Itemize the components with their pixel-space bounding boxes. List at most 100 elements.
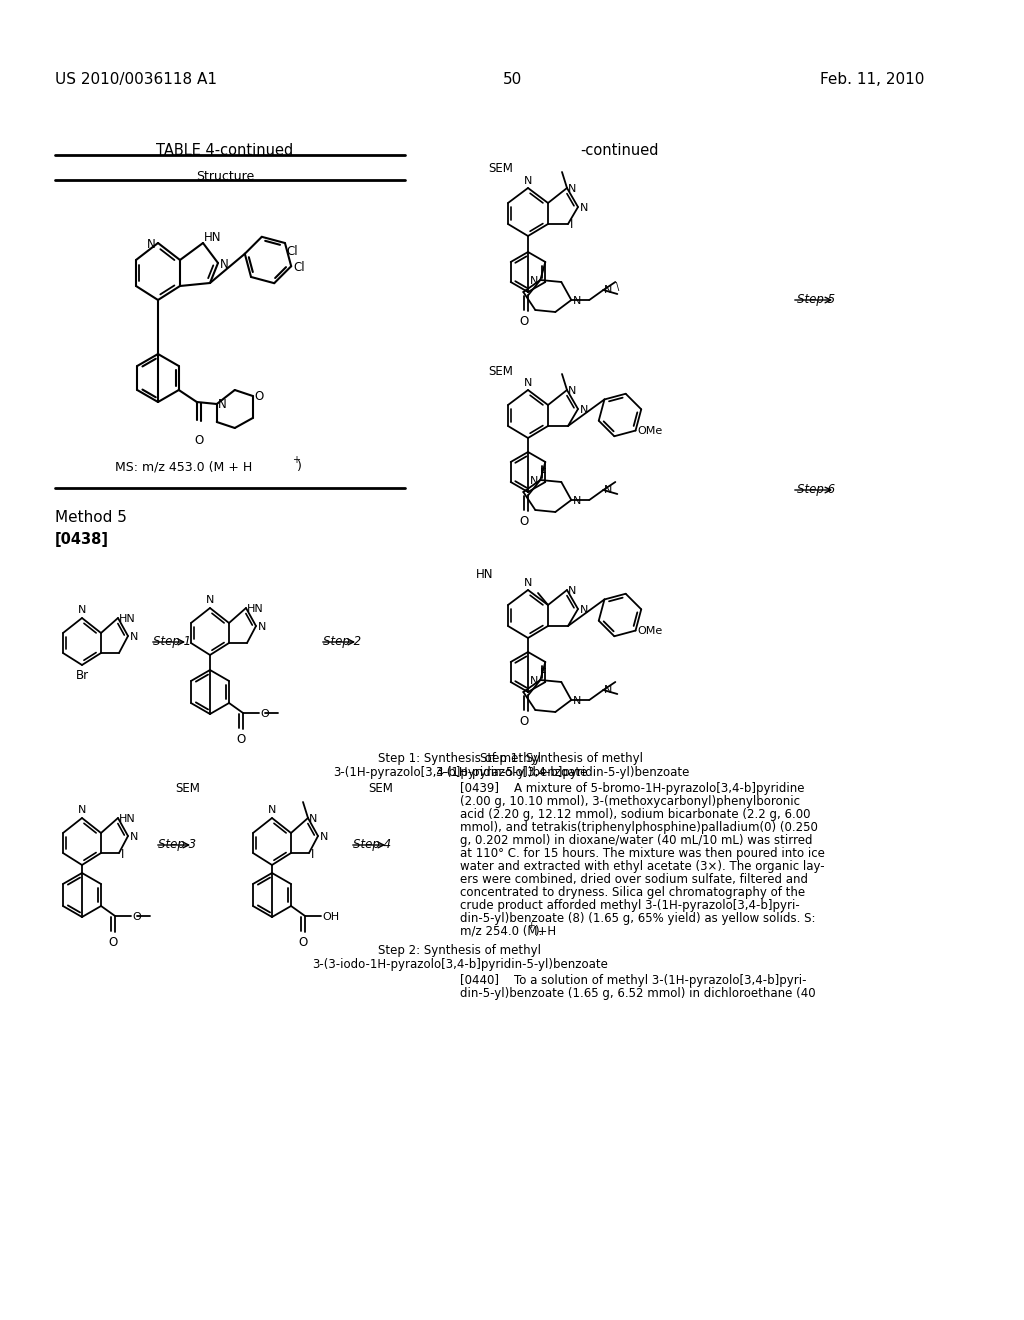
Text: m/z 254.0 (M+H: m/z 254.0 (M+H [460,925,556,939]
Text: O: O [298,936,307,949]
Text: O: O [520,315,529,327]
Text: N: N [147,239,156,252]
Text: N: N [78,805,86,814]
Text: N: N [524,176,532,186]
Text: acid (2.20 g, 12.12 mmol), sodium bicarbonate (2.2 g, 6.00: acid (2.20 g, 12.12 mmol), sodium bicarb… [460,808,811,821]
Text: -continued: -continued [580,143,658,158]
Text: Step 1: Synthesis of methyl: Step 1: Synthesis of methyl [379,752,542,766]
Text: N: N [218,399,226,412]
Text: Step 1: Step 1 [153,635,191,648]
Text: F: F [540,467,547,480]
Text: [0439]    A mixture of 5-bromo-1H-pyrazolo[3,4-b]pyridine: [0439] A mixture of 5-bromo-1H-pyrazolo[… [460,781,805,795]
Text: mmol), and tetrakis(triphenylphosphine)palladium(0) (0.250: mmol), and tetrakis(triphenylphosphine)p… [460,821,818,834]
Text: N: N [530,276,539,286]
Text: [0438]: [0438] [55,532,109,546]
Text: N: N [573,296,582,306]
Text: g, 0.202 mmol) in dioxane/water (40 mL/10 mL) was stirred: g, 0.202 mmol) in dioxane/water (40 mL/1… [460,834,812,847]
Text: N: N [309,814,317,824]
Text: +: + [527,921,535,931]
Text: N: N [268,805,276,814]
Text: 50: 50 [503,73,521,87]
Text: SEM: SEM [175,781,200,795]
Text: HN: HN [476,568,494,581]
Text: ers were combined, dried over sodium sulfate, filtered and: ers were combined, dried over sodium sul… [460,873,808,886]
Text: 3-(1H-pyrazolo[3,4-b]pyridin-5-yl)benzoate: 3-(1H-pyrazolo[3,4-b]pyridin-5-yl)benzoa… [333,766,587,779]
Text: HN: HN [119,614,136,624]
Text: SEM: SEM [488,366,513,378]
Text: Step 2: Synthesis of methyl: Step 2: Synthesis of methyl [379,944,542,957]
Text: O: O [260,709,269,719]
Text: O: O [520,715,529,729]
Text: Step 1: Synthesis of methyl: Step 1: Synthesis of methyl [480,752,643,766]
Text: N: N [130,832,138,842]
Text: N: N [573,696,582,706]
Text: O: O [255,391,264,404]
Text: din-5-yl)benzoate (1.65 g, 6.52 mmol) in dichloroethane (40: din-5-yl)benzoate (1.65 g, 6.52 mmol) in… [460,987,816,1001]
Text: 3-(3-iodo-1H-pyrazolo[3,4-b]pyridin-5-yl)benzoate: 3-(3-iodo-1H-pyrazolo[3,4-b]pyridin-5-yl… [312,958,608,972]
Text: O: O [520,515,529,528]
Text: +: + [292,455,300,465]
Text: N: N [568,586,577,597]
Text: O: O [132,912,141,921]
Text: N: N [580,605,589,615]
Text: US 2010/0036118 A1: US 2010/0036118 A1 [55,73,217,87]
Text: I: I [311,847,314,861]
Text: Br: Br [76,669,88,682]
Text: N: N [604,484,612,495]
Text: OMe: OMe [638,425,663,436]
Text: N: N [78,605,86,615]
Text: N: N [580,203,589,213]
Text: Step 4: Step 4 [353,838,391,851]
Text: Step 5: Step 5 [797,293,836,306]
Text: N: N [573,496,582,506]
Text: TABLE 4-continued: TABLE 4-continued [157,143,294,158]
Text: 3-(1H-pyrazolo[3,4-b]pyridin-5-yl)benzoate: 3-(1H-pyrazolo[3,4-b]pyridin-5-yl)benzoa… [435,766,689,779]
Text: N: N [568,385,577,396]
Text: N: N [206,595,214,605]
Text: Step 2: Step 2 [323,635,361,648]
Text: N: N [524,378,532,388]
Text: water and extracted with ethyl acetate (3×). The organic lay-: water and extracted with ethyl acetate (… [460,861,824,873]
Text: I: I [570,219,573,231]
Text: \: \ [616,282,623,292]
Text: N: N [258,622,266,632]
Text: MS: m/z 453.0 (M + H: MS: m/z 453.0 (M + H [115,459,252,473]
Text: OMe: OMe [638,626,663,635]
Text: N: N [530,477,539,486]
Text: ): ) [297,459,302,473]
Text: Cl: Cl [293,261,305,273]
Text: N: N [524,578,532,587]
Text: HN: HN [119,814,136,824]
Text: N: N [220,257,228,271]
Text: O: O [109,936,118,949]
Text: N: N [319,832,329,842]
Text: N: N [568,183,577,194]
Text: N: N [604,685,612,696]
Text: ).: ). [535,925,543,939]
Text: concentrated to dryness. Silica gel chromatography of the: concentrated to dryness. Silica gel chro… [460,886,805,899]
Text: Method 5: Method 5 [55,510,127,525]
Text: (2.00 g, 10.10 mmol), 3-(methoxycarbonyl)phenylboronic: (2.00 g, 10.10 mmol), 3-(methoxycarbonyl… [460,795,800,808]
Text: N: N [530,676,539,686]
Text: Structure: Structure [196,170,254,183]
Text: I: I [121,847,124,861]
Text: F: F [540,667,547,680]
Text: at 110° C. for 15 hours. The mixture was then poured into ice: at 110° C. for 15 hours. The mixture was… [460,847,825,861]
Text: N: N [130,632,138,642]
Text: SEM: SEM [368,781,393,795]
Text: N: N [580,405,589,414]
Text: N: N [604,285,612,294]
Text: crude product afforded methyl 3-(1H-pyrazolo[3,4-b]pyri-: crude product afforded methyl 3-(1H-pyra… [460,899,800,912]
Text: SEM: SEM [488,162,513,176]
Text: HN: HN [247,605,264,614]
Text: Feb. 11, 2010: Feb. 11, 2010 [820,73,925,87]
Text: HN: HN [204,231,221,244]
Text: din-5-yl)benzoate (8) (1.65 g, 65% yield) as yellow solids. S:: din-5-yl)benzoate (8) (1.65 g, 65% yield… [460,912,815,925]
Text: O: O [195,434,204,447]
Text: Step 6: Step 6 [797,483,836,496]
Text: Cl: Cl [286,246,298,257]
Text: O: O [237,733,246,746]
Text: [0440]    To a solution of methyl 3-(1H-pyrazolo[3,4-b]pyri-: [0440] To a solution of methyl 3-(1H-pyr… [460,974,807,987]
Text: Step 3: Step 3 [158,838,197,851]
Text: OH: OH [323,912,339,921]
